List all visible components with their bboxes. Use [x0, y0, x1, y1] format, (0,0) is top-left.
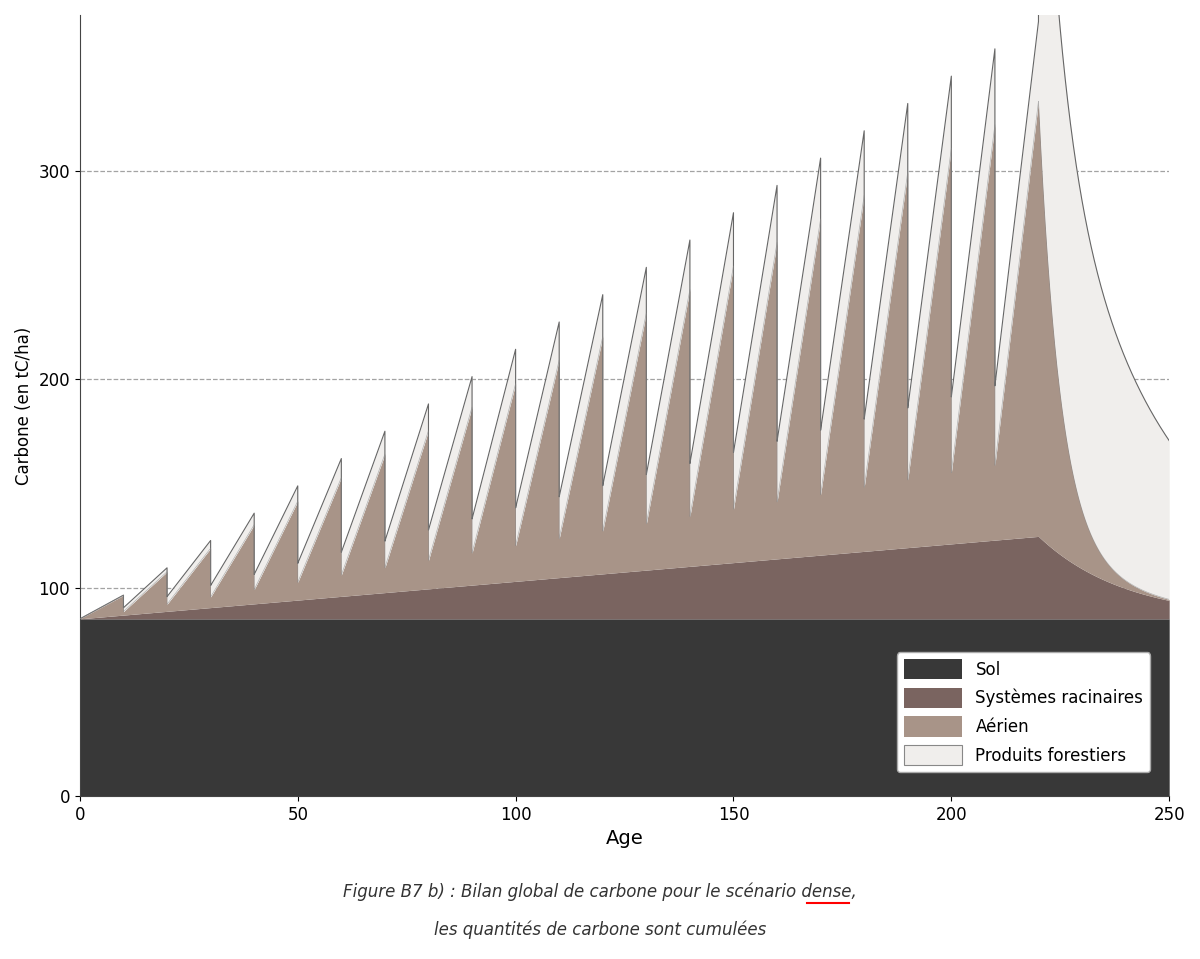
- X-axis label: Age: Age: [606, 830, 643, 848]
- Text: les quantités de carbone sont cumulées: les quantités de carbone sont cumulées: [434, 921, 766, 939]
- Y-axis label: Carbone (en tC/ha): Carbone (en tC/ha): [14, 326, 32, 484]
- Text: Figure B7 b) : Bilan global de carbone pour le scénario dense,: Figure B7 b) : Bilan global de carbone p…: [343, 882, 857, 901]
- Legend: Sol, Systèmes racinaires, Aérien, Produits forestiers: Sol, Systèmes racinaires, Aérien, Produi…: [898, 652, 1150, 772]
